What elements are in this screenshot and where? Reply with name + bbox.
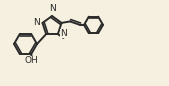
- Text: N: N: [49, 4, 55, 13]
- Text: N: N: [60, 29, 67, 38]
- Text: OH: OH: [25, 56, 39, 65]
- Text: N: N: [33, 18, 40, 27]
